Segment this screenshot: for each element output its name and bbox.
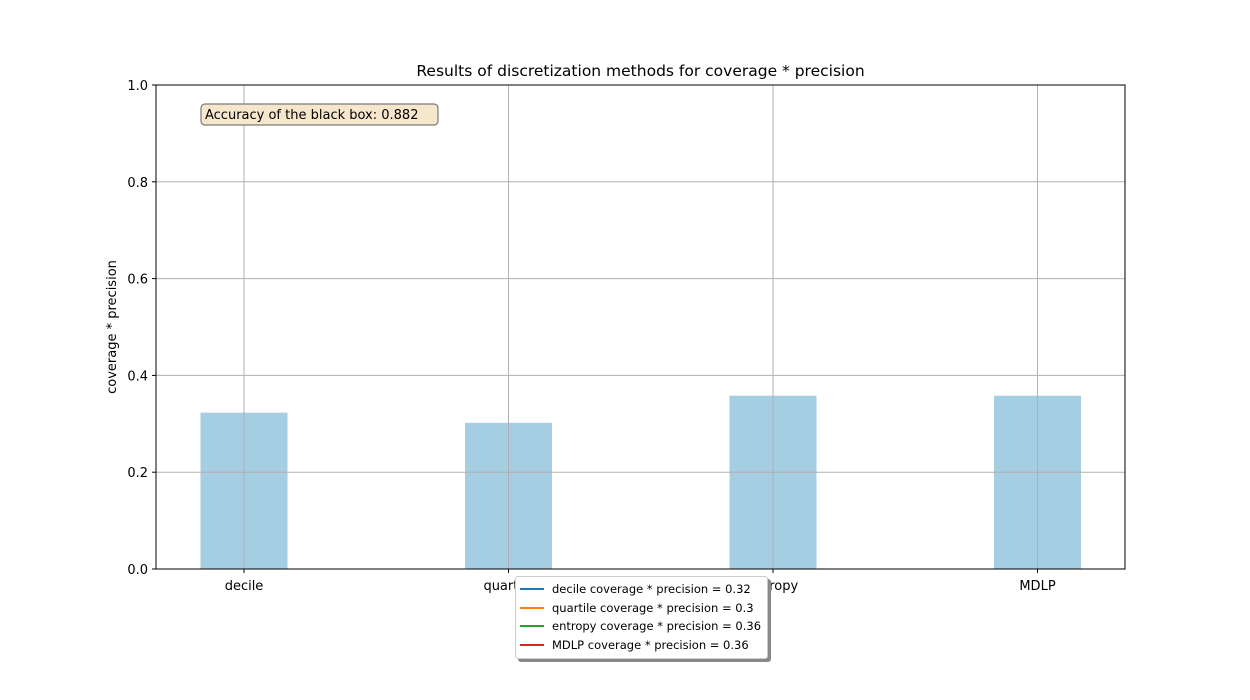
ytick-label: 0.8: [127, 176, 148, 191]
legend-label-mdlp: MDLP coverage * precision = 0.36: [552, 637, 749, 652]
ytick-label: 0.4: [127, 369, 148, 384]
legend-item-decile: decile coverage * precision = 0.32: [516, 580, 767, 599]
ytick-label: 1.0: [127, 79, 148, 94]
legend-item-entropy: entropy coverage * precision = 0.36: [516, 617, 767, 636]
xtick-label: MDLP: [1019, 579, 1055, 594]
legend-label-quartile: quartile coverage * precision = 0.3: [552, 600, 754, 615]
ytick-label: 0.0: [127, 563, 148, 578]
annotation-box: [200, 103, 439, 126]
legend-label-entropy: entropy coverage * precision = 0.36: [552, 619, 762, 634]
legend-label-decile: decile coverage * precision = 0.32: [552, 582, 751, 597]
legend-line-quartile: [520, 606, 544, 609]
axes-frame: [155, 84, 1126, 570]
legend-line-decile: [520, 588, 544, 591]
xtick-label: decile: [225, 579, 264, 594]
annotation-text: Accuracy of the black box: 0.882: [205, 108, 418, 123]
chart-title: Results of discretization methods for co…: [416, 62, 864, 80]
legend-item-quartile: quartile coverage * precision = 0.3: [516, 599, 767, 618]
legend-line-mdlp: [520, 643, 544, 646]
legend-item-mdlp: MDLP coverage * precision = 0.36: [516, 636, 767, 655]
legend-line-entropy: [520, 625, 544, 628]
y-axis-label: coverage * precision: [105, 260, 120, 394]
ytick-label: 0.2: [127, 466, 148, 481]
legend: decile coverage * precision = 0.32 quart…: [515, 576, 768, 659]
ytick-label: 0.6: [127, 273, 148, 288]
